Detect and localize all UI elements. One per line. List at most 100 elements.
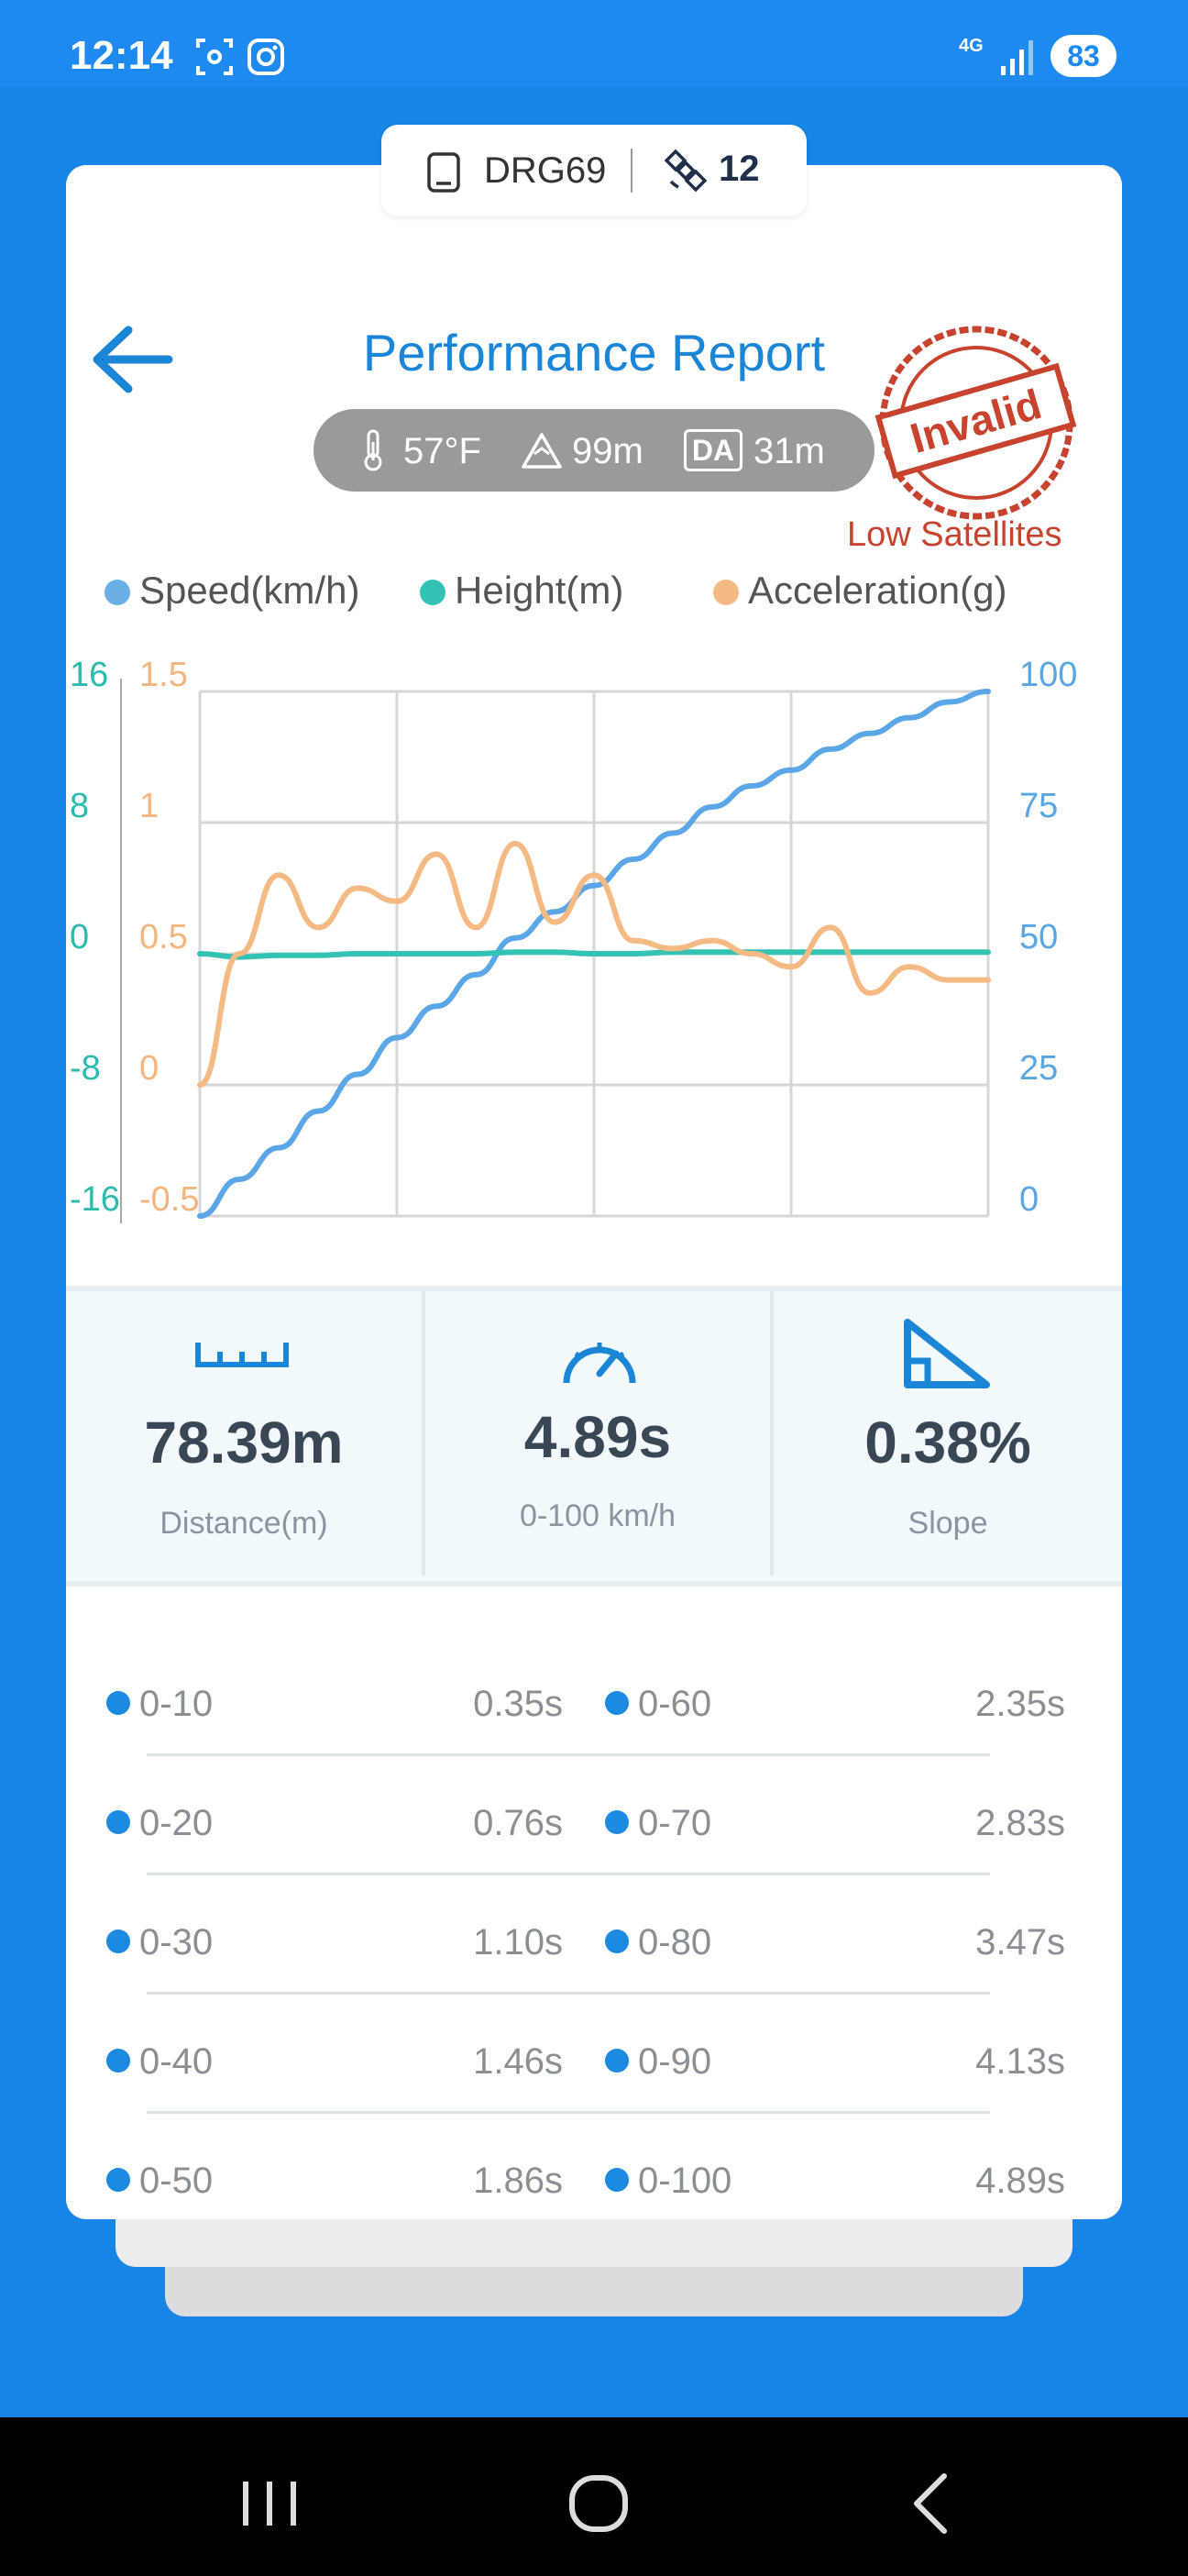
acceleration-axis-tick: -0.5 xyxy=(139,1180,199,1219)
pill-divider xyxy=(631,149,632,193)
split-dot xyxy=(605,1691,629,1715)
speed-axis-tick: 50 xyxy=(1019,918,1058,956)
legend-acceleration-label: Acceleration(g) xyxy=(748,569,1007,612)
satellite-count: 12 xyxy=(719,149,760,189)
split-right-time: 2.83s xyxy=(975,1803,1065,1843)
series-line-2 xyxy=(197,840,991,1088)
height-axis-tick: -8 xyxy=(70,1049,101,1088)
height-axis-tick: 16 xyxy=(70,656,108,694)
legend-speed-dot xyxy=(104,580,130,605)
acceleration-axis-tick: 1 xyxy=(139,787,159,825)
stat-divider xyxy=(770,1291,774,1575)
split-left-label: 0-40 xyxy=(139,2041,214,2082)
split-row: 0-10 0.35s 0-60 2.35s xyxy=(66,1662,1122,1735)
stat-zero-to-hundred: 4.89s 0-100 km/h xyxy=(425,1291,770,1585)
acceleration-axis-tick: 0 xyxy=(139,1049,159,1088)
altitude-value: 99m xyxy=(572,431,644,471)
split-divider xyxy=(147,1873,990,1875)
mountain-icon xyxy=(522,433,562,469)
speed-axis-tick: 25 xyxy=(1019,1049,1058,1088)
split-divider xyxy=(147,1992,990,1995)
satellite-icon xyxy=(664,149,708,193)
split-left-time: 0.35s xyxy=(473,1684,563,1724)
slope-icon xyxy=(904,1319,990,1388)
speed-axis-tick: 100 xyxy=(1019,656,1077,694)
zero-to-hundred-label: 0-100 km/h xyxy=(519,1498,676,1533)
split-right-label: 0-90 xyxy=(638,2041,712,2082)
split-dot xyxy=(106,1810,130,1834)
acceleration-axis-tick: 0.5 xyxy=(139,918,188,956)
split-right-time: 3.47s xyxy=(975,1922,1065,1962)
split-left-label: 0-50 xyxy=(139,2161,214,2201)
temperature-value: 57°F xyxy=(403,431,481,471)
split-right-time: 2.35s xyxy=(975,1684,1065,1724)
split-left-time: 1.10s xyxy=(473,1922,563,1962)
split-row: 0-40 1.46s 0-90 4.13s xyxy=(66,2019,1122,2093)
screenshot-icon xyxy=(196,39,233,75)
stats-bottom-divider xyxy=(66,1581,1122,1587)
split-row: 0-20 0.76s 0-70 2.83s xyxy=(66,1781,1122,1854)
split-dot xyxy=(106,2168,130,2192)
split-right-label: 0-60 xyxy=(638,1684,712,1724)
stat-slope: 0.38% Slope xyxy=(774,1291,1122,1585)
device-name: DRG69 xyxy=(484,150,607,191)
series-line-1 xyxy=(197,949,991,960)
height-axis-tick: 8 xyxy=(70,787,89,825)
split-dot xyxy=(605,1929,629,1953)
invalid-stamp: Invalid xyxy=(874,326,1077,520)
density-altitude-value: 31m xyxy=(754,431,825,471)
network-type: 4G xyxy=(959,36,984,56)
split-dot xyxy=(106,1929,130,1953)
back-nav-icon[interactable] xyxy=(896,2467,970,2540)
legend-height[interactable]: Height(m) xyxy=(420,569,623,613)
split-left-label: 0-30 xyxy=(139,1922,214,1962)
navigation-bar xyxy=(0,2417,1188,2576)
acceleration-axis-tick: 1.5 xyxy=(139,656,188,694)
da-badge: DA xyxy=(684,429,742,471)
split-dot xyxy=(106,1691,130,1715)
stats-top-divider xyxy=(66,1286,1122,1291)
legend-speed[interactable]: Speed(km/h) xyxy=(104,569,359,613)
speed-axis-tick: 0 xyxy=(1019,1180,1039,1219)
split-dot xyxy=(605,1810,629,1834)
split-right-label: 0-70 xyxy=(638,1803,712,1843)
split-divider xyxy=(147,2111,990,2114)
zero-to-hundred-value: 4.89s xyxy=(523,1404,672,1470)
signal-icon xyxy=(1001,40,1033,75)
stats-panel: 78.39m Distance(m) 4.89s 0-100 km/h 0.38… xyxy=(66,1291,1122,1585)
height-axis-tick: 0 xyxy=(70,918,89,956)
legend-acceleration[interactable]: Acceleration(g) xyxy=(713,569,1006,613)
split-right-label: 0-100 xyxy=(638,2161,732,2201)
split-left-time: 1.46s xyxy=(473,2041,563,2082)
split-divider xyxy=(147,1753,990,1756)
split-right-label: 0-80 xyxy=(638,1922,712,1962)
status-time: 12:14 xyxy=(70,33,173,78)
split-dot xyxy=(106,2049,130,2073)
back-arrow-icon[interactable] xyxy=(88,323,176,396)
home-icon[interactable] xyxy=(563,2467,636,2540)
chart-axes: 16 8 0 -8 -16 1.5 1 0.5 0 -0.5 100 75 50 25 0 xyxy=(70,656,1077,1223)
speed-axis-tick: 75 xyxy=(1019,787,1058,825)
battery-indicator: 83 xyxy=(1050,35,1116,77)
split-right-time: 4.13s xyxy=(975,2041,1065,2082)
instagram-icon xyxy=(248,39,284,75)
split-row: 0-30 1.10s 0-80 3.47s xyxy=(66,1900,1122,1973)
split-left-label: 0-10 xyxy=(139,1684,214,1724)
recent-apps-icon[interactable] xyxy=(233,2467,306,2540)
conditions-pill: 57°F 99m DA 31m xyxy=(314,409,874,492)
split-dot xyxy=(605,2168,629,2192)
stat-distance: 78.39m Distance(m) xyxy=(66,1291,422,1585)
device-icon xyxy=(427,152,460,193)
split-dot xyxy=(605,2049,629,2073)
split-left-time: 0.76s xyxy=(473,1803,563,1843)
performance-chart: 16 8 0 -8 -16 1.5 1 0.5 0 -0.5 100 75 50 25 0 xyxy=(70,656,1077,1223)
legend-height-label: Height(m) xyxy=(455,569,624,612)
legend-height-dot xyxy=(420,580,446,605)
distance-value: 78.39m xyxy=(144,1410,344,1476)
slope-label: Slope xyxy=(908,1506,988,1541)
split-left-time: 1.86s xyxy=(473,2161,563,2201)
status-bar: 12:14 4G 83 xyxy=(0,0,1188,87)
legend-acceleration-dot xyxy=(713,580,739,605)
device-pill[interactable]: DRG69 12 xyxy=(381,125,807,216)
speedometer-icon xyxy=(563,1343,636,1384)
